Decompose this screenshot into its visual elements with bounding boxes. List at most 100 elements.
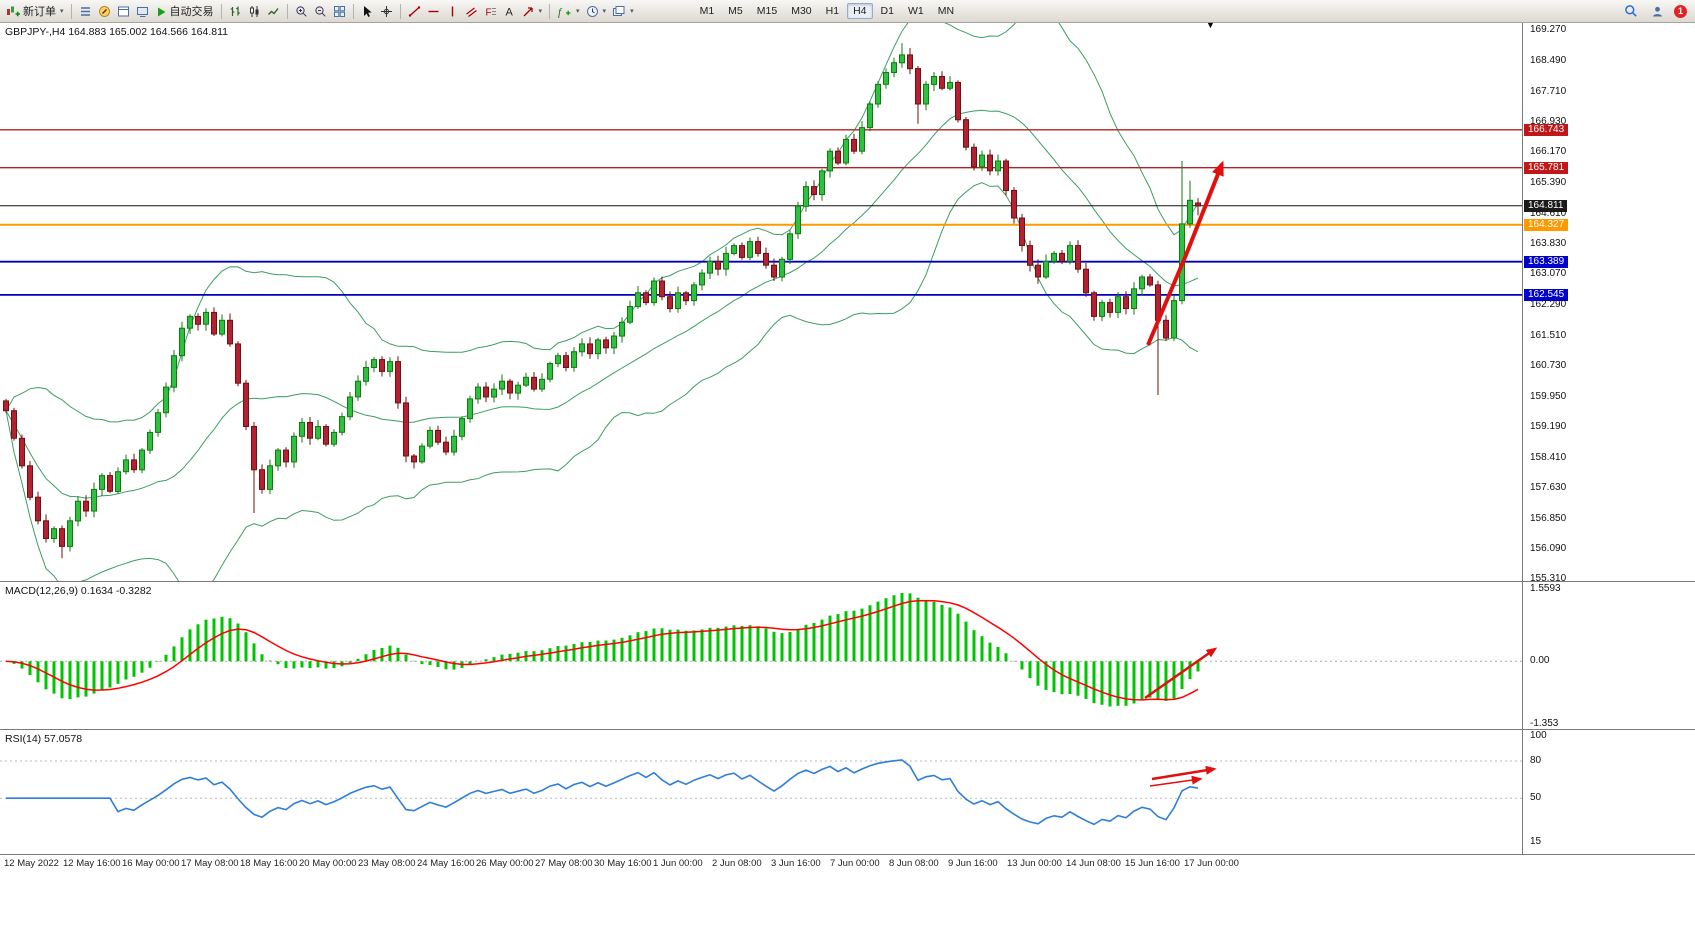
auto-trading-button[interactable]: 自动交易 bbox=[152, 2, 217, 20]
price-chart-panel: GBPJPY-,H4 164.883 165.002 164.566 164.8… bbox=[0, 20, 1695, 584]
time-axis-label: 20 May 00:00 bbox=[299, 858, 357, 869]
timeframe-button-m30[interactable]: M30 bbox=[791, 5, 812, 17]
toolbar-separator bbox=[286, 3, 288, 19]
time-axis-label: 12 May 16:00 bbox=[63, 858, 121, 869]
price-badge: 166.743 bbox=[1524, 123, 1569, 136]
toolbar-right: 1 bbox=[1621, 2, 1692, 20]
chart-area: GBPJPY-,H4 164.883 165.002 164.566 164.8… bbox=[0, 20, 1695, 939]
time-axis-label: 14 Jun 08:00 bbox=[1066, 858, 1121, 869]
svg-text:F: F bbox=[485, 7, 491, 18]
macd-canvas[interactable] bbox=[0, 582, 1522, 729]
time-axis-label: 12 May 2022 bbox=[4, 858, 59, 869]
price-axis-label: 158.410 bbox=[1530, 451, 1567, 463]
timeframe-button-h4[interactable]: H4 bbox=[847, 3, 873, 19]
zoom-in-button[interactable] bbox=[292, 2, 311, 20]
timeframe-button-w1[interactable]: W1 bbox=[907, 5, 924, 17]
periods-button[interactable]: ▾ bbox=[583, 2, 610, 20]
rsi-canvas[interactable] bbox=[0, 730, 1522, 854]
toolbar-separator bbox=[549, 3, 551, 19]
trend-arrow bbox=[1149, 775, 1203, 787]
search-button[interactable] bbox=[1621, 2, 1641, 20]
new-order-icon bbox=[7, 6, 20, 16]
time-axis-label: 17 Jun 00:00 bbox=[1184, 858, 1239, 869]
profile-icon bbox=[1653, 6, 1662, 16]
timeframe-button-d1[interactable]: D1 bbox=[880, 5, 894, 17]
time-axis-label: 30 May 16:00 bbox=[594, 858, 652, 869]
equidistant-channel-button[interactable] bbox=[462, 2, 481, 20]
timeframe-button-h1[interactable]: H1 bbox=[825, 5, 840, 17]
template-button[interactable]: ▾ bbox=[609, 2, 637, 20]
zoom-out-icon bbox=[314, 5, 326, 17]
horizontal-line-button[interactable] bbox=[424, 2, 443, 20]
chevron-down-icon: ▾ bbox=[60, 8, 64, 15]
bar-chart-icon bbox=[230, 6, 240, 16]
svg-text:f: f bbox=[558, 6, 563, 18]
price-axis-label: 166.170 bbox=[1530, 146, 1567, 158]
text-icon: A bbox=[505, 6, 513, 18]
price-chart-canvas[interactable] bbox=[0, 23, 1522, 581]
timeframe-button-mn[interactable]: MN bbox=[937, 5, 955, 17]
toolbar-separator bbox=[352, 3, 354, 19]
time-axis-label: 8 Jun 08:00 bbox=[889, 858, 939, 869]
arrows-button[interactable]: ▾ bbox=[519, 2, 546, 20]
time-axis-label: 27 May 08:00 bbox=[535, 858, 593, 869]
rsi-scale-label: 100 bbox=[1530, 730, 1547, 742]
template-icon bbox=[613, 5, 625, 16]
timeframe-button-m1[interactable]: M1 bbox=[699, 5, 715, 17]
notification-badge[interactable]: 1 bbox=[1674, 4, 1687, 18]
clock-icon bbox=[586, 5, 598, 17]
macd-label: MACD(12,26,9) 0.1634 -0.3282 bbox=[5, 585, 152, 597]
price-axis-label: 160.730 bbox=[1530, 360, 1567, 372]
candlestick-chart-button[interactable] bbox=[245, 2, 264, 20]
terminal-icon bbox=[136, 6, 148, 17]
price-scale[interactable]: 169.270 168.490 167.710 166.930 166.170 165.3… bbox=[1522, 23, 1695, 584]
new-order-button[interactable]: 新订单 ▾ bbox=[3, 2, 67, 20]
time-axis-label: 15 Jun 16:00 bbox=[1125, 858, 1180, 869]
macd-scale-label: -1.353 bbox=[1530, 718, 1559, 730]
bar-chart-button[interactable] bbox=[226, 2, 245, 20]
cursor-button[interactable] bbox=[358, 2, 377, 20]
profile-button[interactable] bbox=[1648, 2, 1667, 20]
search-icon bbox=[1625, 5, 1637, 17]
time-axis-label: 3 Jun 16:00 bbox=[771, 858, 821, 869]
tile-windows-button[interactable] bbox=[330, 2, 349, 20]
horizontal-levels bbox=[0, 129, 1522, 296]
new-order-label: 新订单 bbox=[23, 6, 56, 18]
tile-windows-icon bbox=[333, 5, 345, 17]
text-button[interactable]: A bbox=[500, 2, 519, 20]
arrows-icon bbox=[523, 6, 533, 16]
price-badge: 163.389 bbox=[1524, 255, 1569, 268]
crosshair-icon bbox=[380, 5, 392, 17]
fibonacci-button[interactable]: F bbox=[481, 2, 500, 20]
timeframe-button-m5[interactable]: M5 bbox=[728, 5, 743, 17]
chart-shift-marker-icon[interactable]: ▼ bbox=[1206, 20, 1215, 30]
data-window-button[interactable] bbox=[114, 2, 133, 20]
toolbar-separator bbox=[220, 3, 222, 19]
zoom-out-button[interactable] bbox=[311, 2, 330, 20]
fibonacci-icon: F bbox=[485, 7, 496, 18]
line-chart-button[interactable] bbox=[264, 2, 283, 20]
indicators-button[interactable]: f ▾ bbox=[554, 2, 583, 20]
vertical-line-button[interactable] bbox=[443, 2, 462, 20]
trend-arrow bbox=[1151, 765, 1217, 781]
rsi-scale: 100 80 50 15 bbox=[1522, 730, 1695, 854]
crosshair-button[interactable] bbox=[377, 2, 396, 20]
market-watch-button[interactable] bbox=[76, 2, 95, 20]
navigator-button[interactable] bbox=[95, 2, 114, 20]
trendline-button[interactable] bbox=[405, 2, 424, 20]
chevron-down-icon: ▾ bbox=[576, 8, 580, 15]
price-badge: 165.781 bbox=[1524, 161, 1569, 174]
terminal-button[interactable] bbox=[133, 2, 152, 20]
chevron-down-icon: ▾ bbox=[602, 8, 607, 15]
chevron-down-icon: ▾ bbox=[630, 8, 634, 15]
time-axis-label: 23 May 08:00 bbox=[358, 858, 416, 869]
timeframe-button-m15[interactable]: M15 bbox=[756, 5, 778, 17]
rsi-line bbox=[6, 759, 1199, 826]
time-axis-label: 26 May 00:00 bbox=[476, 858, 534, 869]
time-axis[interactable]: 12 May 2022 12 May 16:00 16 May 00:00 17 Ma… bbox=[0, 855, 1695, 939]
time-axis-label: 24 May 16:00 bbox=[417, 858, 475, 869]
price-axis-label: 163.070 bbox=[1530, 268, 1567, 280]
time-axis-label: 13 Jun 00:00 bbox=[1007, 858, 1062, 869]
time-axis-label: 17 May 08:00 bbox=[181, 858, 239, 869]
market-watch-icon bbox=[80, 6, 90, 16]
